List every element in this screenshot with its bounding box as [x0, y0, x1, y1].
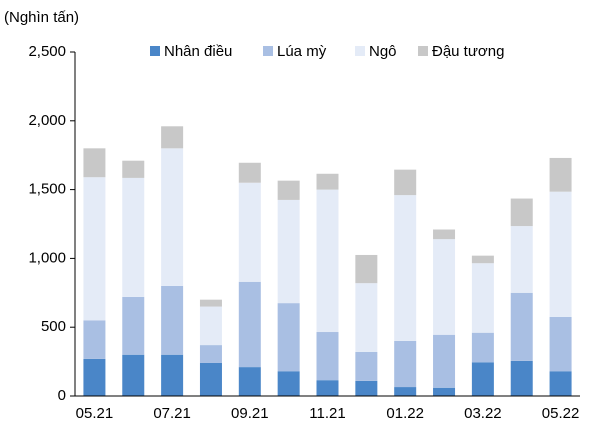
- bar-segment: [277, 371, 300, 396]
- bar-segment: [394, 169, 417, 196]
- bar-segment: [394, 195, 417, 341]
- bar-segment: [83, 358, 106, 396]
- bar-segment: [316, 189, 339, 333]
- bar-segment: [394, 387, 417, 396]
- bar-segment: [161, 126, 184, 149]
- legend-label: Ngô: [369, 43, 397, 60]
- bar-segment: [199, 345, 222, 363]
- bar-segment: [199, 306, 222, 346]
- bar-segment: [277, 199, 300, 304]
- bar-segment: [277, 180, 300, 200]
- y-tick-label: 0: [58, 387, 66, 404]
- bar-segment: [316, 332, 339, 381]
- bar-segment: [549, 157, 572, 192]
- bar-segment: [549, 316, 572, 372]
- bar-segment: [433, 334, 456, 388]
- bar-segment: [161, 285, 184, 355]
- bar-segment: [549, 371, 572, 396]
- bar-segment: [83, 320, 106, 359]
- legend-swatch: [263, 46, 273, 56]
- bar-segment: [471, 332, 494, 363]
- bar-segment: [316, 380, 339, 396]
- bar-segment: [355, 380, 378, 396]
- bar-segment: [238, 162, 261, 183]
- bar-segment: [161, 148, 184, 286]
- bar-segment: [510, 226, 533, 293]
- x-tick-label: 07.21: [153, 405, 191, 422]
- bar-segment: [83, 148, 106, 178]
- bar-segment: [471, 362, 494, 396]
- y-axis-label: (Nghìn tấn): [4, 9, 79, 26]
- legend-label: Lúa mỳ: [277, 43, 327, 60]
- bar-segment: [471, 263, 494, 333]
- bar-segment: [238, 367, 261, 396]
- bar-segment: [238, 182, 261, 282]
- bar-segment: [471, 255, 494, 264]
- bar-segment: [122, 160, 145, 178]
- y-tick-label: 1,000: [28, 249, 66, 266]
- legend-label: Nhân điều: [164, 43, 232, 60]
- bar-segment: [122, 354, 145, 396]
- y-tick-label: 2,500: [28, 43, 66, 60]
- bar-segment: [355, 351, 378, 381]
- bar-segment: [394, 340, 417, 388]
- bar-segment: [122, 296, 145, 355]
- bar-segment: [549, 191, 572, 317]
- bar-segment: [510, 292, 533, 361]
- bar-segment: [433, 387, 456, 396]
- bar-segment: [199, 299, 222, 307]
- x-tick-label: 05.21: [76, 405, 114, 422]
- y-tick-label: 500: [41, 318, 66, 335]
- x-tick-label: 03.22: [464, 405, 502, 422]
- legend-swatch: [150, 46, 160, 56]
- x-tick-label: 11.21: [309, 405, 345, 422]
- x-tick-label: 05.22: [542, 405, 580, 422]
- bar-segment: [199, 362, 222, 396]
- bar-segment: [316, 173, 339, 190]
- y-tick-label: 1,500: [28, 181, 66, 198]
- bar-segment: [83, 177, 106, 321]
- bar-segment: [161, 354, 184, 396]
- legend-swatch: [418, 46, 428, 56]
- x-tick-label: 01.22: [386, 405, 424, 422]
- bar-segment: [238, 281, 261, 368]
- bar-segment: [355, 283, 378, 352]
- bar-segment: [433, 229, 456, 240]
- bar-segment: [355, 254, 378, 284]
- legend-label: Đậu tương: [432, 43, 504, 60]
- bar-segment: [510, 198, 533, 227]
- y-tick-label: 2,000: [28, 112, 66, 129]
- legend-swatch: [355, 46, 365, 56]
- bar-segment: [122, 177, 145, 297]
- bar-segment: [510, 360, 533, 396]
- x-tick-label: 09.21: [231, 405, 269, 422]
- bar-segment: [433, 239, 456, 335]
- bar-segment: [277, 303, 300, 372]
